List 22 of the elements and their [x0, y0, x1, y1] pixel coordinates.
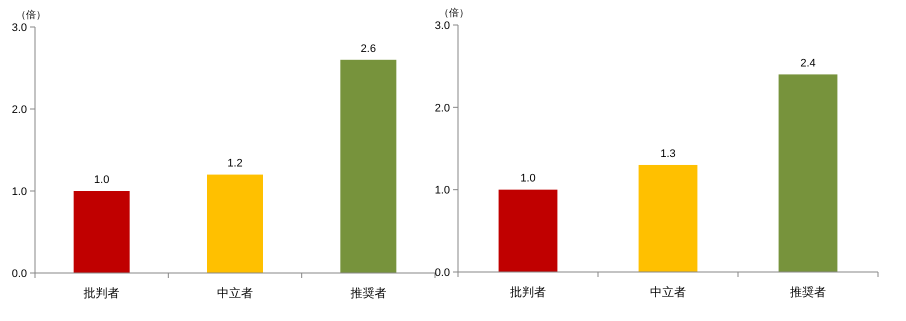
x-tick-label: 中立者: [650, 285, 686, 299]
x-tick-label: 批判者: [84, 286, 120, 300]
y-tick-label: 1.0: [12, 186, 27, 198]
data-label: 2.6: [360, 42, 376, 55]
data-label: 1.3: [660, 148, 676, 160]
x-tick-label: 中立者: [217, 286, 253, 300]
y-tick-label: 1.0: [434, 184, 450, 197]
x-tick-label: 推奨者: [350, 286, 386, 300]
data-label: 1.0: [94, 174, 110, 186]
data-label: 1.0: [520, 172, 536, 185]
y-tick-label: 2.0: [12, 104, 27, 116]
data-label: 1.2: [227, 158, 243, 170]
x-tick-label: 批判者: [510, 285, 546, 299]
y-tick-label: 0.0: [12, 268, 27, 280]
y-tick-label: 0.0: [434, 267, 450, 279]
y-tick-label: 2.0: [434, 102, 450, 114]
data-label: 2.4: [800, 57, 816, 70]
x-tick-label: 推奨者: [790, 285, 826, 299]
y-axis-title: （倍）: [439, 7, 469, 19]
y-tick-label: 3.0: [434, 20, 450, 32]
y-tick-label: 3.0: [12, 22, 27, 34]
y-axis-title: （倍）: [16, 9, 46, 21]
